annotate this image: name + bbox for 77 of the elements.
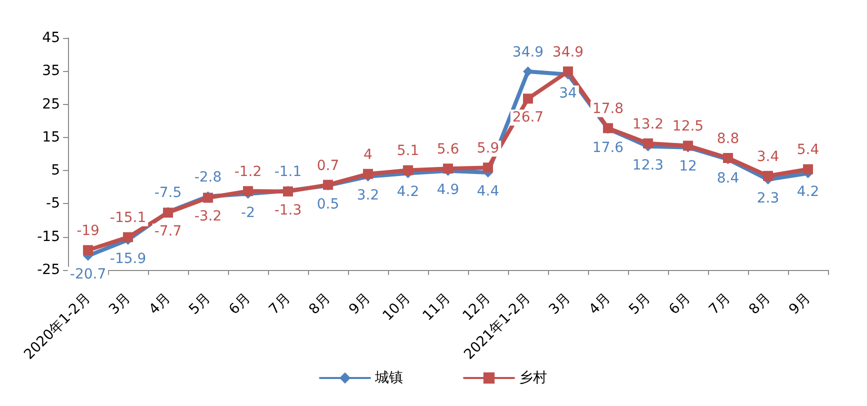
x-tick-label: 6月 [226,290,254,318]
y-tick-label: -25 [37,262,60,278]
data-label: -15.1 [110,210,146,226]
data-label: 3.4 [756,148,780,165]
data-label: -2 [241,204,255,221]
data-label: 4 [364,146,373,163]
x-tick-label: 7月 [706,290,734,318]
x-tick-label: 3月 [106,290,134,318]
x-tick-label: 8月 [306,290,334,318]
data-label: -7.5 [154,185,182,201]
point [243,186,253,196]
data-label: -2.8 [194,169,222,186]
y-tick-label: 45 [42,30,60,46]
data-label: 5.6 [436,142,460,158]
point [523,66,533,76]
data-label: 0.5 [316,196,340,212]
y-tick-label: 25 [42,96,60,112]
x-tick-label: 5月 [186,290,214,318]
x-tick-label: 9月 [346,290,374,318]
data-label: 5.4 [796,142,820,158]
point [643,138,653,148]
data-label: -20.7 [70,266,106,283]
data-label: -1.1 [274,164,302,180]
x-tick-label: 4月 [146,290,174,318]
point [363,168,373,179]
x-tick-label: 6月 [666,290,694,318]
data-label: -15.9 [110,250,146,267]
data-label: 3.2 [356,188,380,204]
y-tick-label: -15 [37,228,60,245]
point [563,66,573,76]
data-label: 5.1 [396,143,420,160]
data-label: 8.4 [716,170,740,186]
x-tick-label: 10月 [380,290,414,324]
x-tick-label: 5月 [626,290,654,318]
data-label: -19 [76,223,100,240]
point [83,245,93,256]
legend-label: 城镇 [374,370,403,386]
x-tick-label: 8月 [746,290,774,318]
data-label: 4.2 [396,184,420,200]
data-label: 8.8 [716,130,740,147]
point [123,232,133,242]
data-label: 34 [559,85,577,102]
data-label: -7.7 [154,224,182,240]
data-label: 12.5 [672,118,704,135]
data-label: 2.3 [756,190,780,207]
data-label: 4.2 [796,184,820,200]
y-tick-label: 35 [42,63,60,80]
data-label: -3.2 [194,208,222,225]
data-label: 0.7 [316,158,340,174]
data-label: 12.3 [632,157,664,174]
data-label: 4.4 [476,184,500,200]
data-label: 17.8 [592,101,624,118]
y-tick-label: 5 [51,162,60,179]
data-label: 26.7 [512,110,544,126]
x-tick-label: 12月 [460,290,494,324]
x-tick-label: 3月 [546,290,574,318]
x-tick-label: 7月 [266,290,294,318]
y-tick-label: -5 [46,196,60,212]
data-label: 34.9 [512,44,544,60]
point [483,162,493,173]
y-tick-label: 15 [42,129,60,146]
x-tick-label: 4月 [586,290,614,318]
data-label: -1.2 [234,164,262,180]
point [403,165,413,176]
data-label: 4.9 [436,182,460,198]
data-label: 13.2 [632,116,664,132]
data-label: 5.9 [476,140,500,157]
data-label: -1.3 [274,202,302,218]
data-label: 34.9 [552,44,584,60]
point [803,164,813,174]
data-label: 12 [679,158,697,174]
data-label: 17.6 [592,140,624,156]
x-tick-label: 11月 [420,290,454,324]
legend-label: 乡村 [519,370,547,386]
x-tick-label: 9月 [786,290,814,318]
point [523,94,533,104]
point [763,170,773,181]
